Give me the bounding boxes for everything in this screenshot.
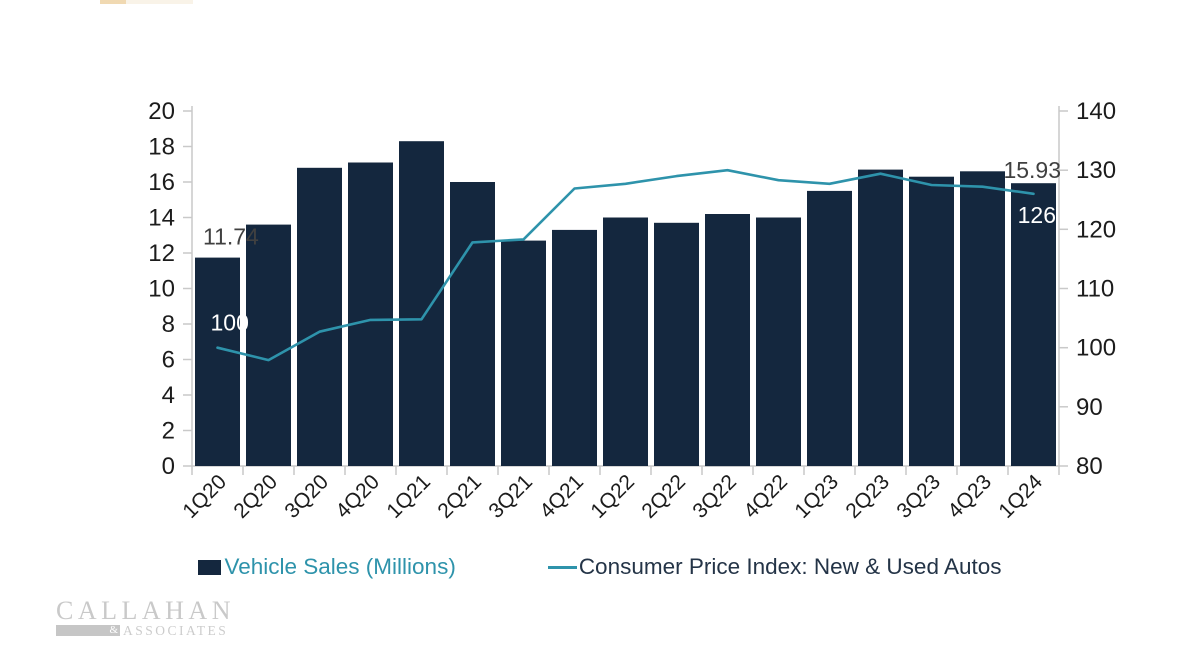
logo-ampersand: & [109,624,118,636]
bar-4Q23 [960,171,1005,467]
legend-label-vehicle-sales: Vehicle Sales (Millions) [224,554,456,579]
svg-text:4Q20: 4Q20 [331,470,384,523]
svg-text:14: 14 [148,205,175,232]
bar-2Q23 [858,169,903,466]
logo-associates-text: ASSOCIATES [123,622,229,638]
svg-text:1Q22: 1Q22 [586,470,639,523]
left-axis-tick-labels: 0 2 4 6 8 10 12 14 16 18 20 [148,98,175,480]
chart-legend: Vehicle Sales (Millions) Consumer Price … [0,551,1200,583]
svg-text:1Q23: 1Q23 [790,470,843,523]
svg-text:8: 8 [162,311,175,338]
bar-4Q21 [552,229,597,466]
svg-text:12: 12 [148,240,175,267]
svg-text:3Q23: 3Q23 [892,470,945,523]
svg-text:2Q22: 2Q22 [637,470,690,523]
cropped-header-logo-remnant [100,0,193,4]
svg-text:2: 2 [162,418,175,445]
bar-3Q22 [705,214,750,467]
svg-text:3Q22: 3Q22 [688,470,741,523]
data-label-100: 100 [211,310,249,336]
bar-4Q20 [348,162,393,466]
legend-item-cpi: Consumer Price Index: New & Used Autos [547,554,1002,580]
bar-1Q22 [603,217,648,466]
svg-text:0: 0 [162,453,175,480]
x-axis-tick-labels: 1Q202Q203Q204Q201Q212Q213Q214Q211Q222Q22… [178,470,1047,523]
bar-2Q21 [450,182,495,466]
bar-4Q22 [756,217,801,466]
svg-text:6: 6 [162,347,175,374]
svg-text:110: 110 [1076,276,1114,303]
svg-text:1Q24: 1Q24 [994,470,1047,523]
bar-3Q21 [501,240,546,466]
data-labels: 11.74 15.93 100 126 [203,157,1061,336]
line-series-swatch-icon [547,565,577,569]
svg-text:80: 80 [1076,453,1103,480]
data-label-126: 126 [1018,202,1056,228]
svg-text:1Q21: 1Q21 [382,470,435,523]
svg-text:1Q20: 1Q20 [178,470,231,523]
bar-1Q21 [399,141,444,466]
bar-1Q20 [195,257,240,466]
bar-1Q23 [807,190,852,466]
bar-2Q20 [246,224,291,466]
svg-text:120: 120 [1076,216,1116,243]
logo-callahan-text: CALLAHAN [56,596,235,625]
svg-text:130: 130 [1076,157,1116,184]
cpi-line [216,168,1035,362]
svg-text:4Q21: 4Q21 [535,470,588,523]
svg-text:3Q21: 3Q21 [484,470,537,523]
bar-2Q22 [654,222,699,466]
bar-3Q20 [297,167,342,467]
bar-3Q23 [909,176,954,466]
right-axis-tick-labels: 80 90 100 110 120 130 140 [1076,98,1116,480]
svg-text:4Q23: 4Q23 [943,470,996,523]
legend-item-vehicle-sales: Vehicle Sales (Millions) [198,554,456,580]
logo-bar: & [56,625,120,636]
svg-text:4: 4 [162,382,175,409]
svg-text:100: 100 [1076,335,1116,362]
svg-text:3Q20: 3Q20 [280,470,333,523]
svg-text:4Q22: 4Q22 [739,470,792,523]
bar-1Q24 [1011,183,1056,466]
svg-text:140: 140 [1076,98,1116,125]
bars-vehicle-sales [195,141,1056,467]
data-label-15.93: 15.93 [1003,157,1061,183]
callahan-associates-logo: CALLAHAN & ASSOCIATES [56,596,235,638]
legend-label-cpi: Consumer Price Index: New & Used Autos [578,554,1002,579]
data-label-11.74: 11.74 [203,224,259,250]
bar-series-swatch-icon [198,559,222,575]
logo-bottom-row: & ASSOCIATES [56,622,235,638]
svg-text:2Q21: 2Q21 [433,470,486,523]
svg-text:20: 20 [148,98,175,125]
svg-text:10: 10 [148,276,175,303]
svg-text:90: 90 [1076,394,1103,421]
svg-text:18: 18 [148,134,175,161]
svg-text:16: 16 [148,169,175,196]
svg-text:2Q23: 2Q23 [841,470,894,523]
svg-text:2Q20: 2Q20 [229,470,282,523]
